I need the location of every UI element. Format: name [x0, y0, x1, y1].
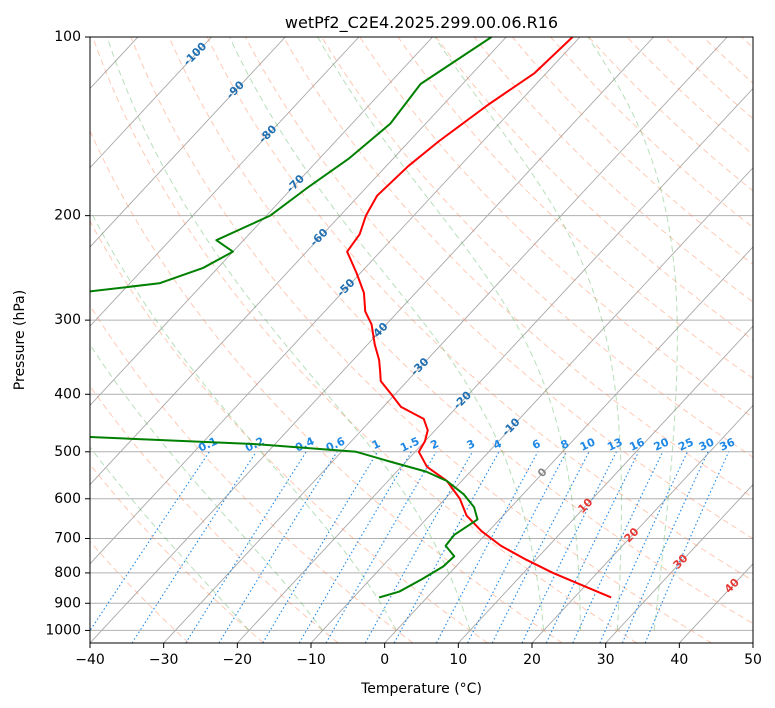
isotherm-line: [237, 87, 753, 643]
dry-adiabat-line: [168, 37, 753, 625]
moist-adiabat-line: [317, 37, 582, 631]
y-axis-label: Pressure (hPa): [12, 290, 28, 390]
dry-adiabat-line: [206, 37, 753, 582]
y-tick-label: 200: [54, 208, 81, 224]
moist-adiabat-line: [229, 37, 545, 631]
y-tick-label: 600: [54, 491, 81, 507]
x-tick-label: 20: [523, 652, 541, 668]
background-lines: [90, 37, 753, 643]
plot-area: 0.1 0.2 0.4 0.6 1 1.5 2 3 4 6 8 10 13 16 20 25 30 36-100-…: [90, 37, 753, 643]
isotherm-line: [310, 167, 753, 643]
y-tick-label: 700: [54, 531, 81, 547]
mixing-ratio-line: [393, 451, 500, 643]
isotherm-line: [163, 37, 728, 643]
x-tick-label: 30: [597, 652, 615, 668]
moist-adiabat-line: [90, 446, 250, 631]
y-tick-label: 800: [54, 565, 81, 581]
x-tick-label: −40: [75, 652, 105, 668]
isotherm-line: [531, 404, 753, 643]
moist-adiabat-line: [434, 37, 622, 631]
profiles: [90, 37, 612, 599]
mixing-ratio-label: 13: [605, 435, 624, 453]
dry-adiabat-line: [90, 129, 563, 643]
x-axis-label: Temperature (°C): [360, 681, 482, 697]
chart-title: wetPf2_C2E4.2025.299.00.06.R16: [285, 13, 558, 33]
dry-adiabat-line: [359, 37, 753, 419]
mixing-ratio-line: [491, 451, 590, 643]
isotherm-line: [458, 325, 753, 643]
moist-adiabat-line: [90, 208, 397, 631]
mixing-ratio-label: 10: [578, 435, 598, 453]
isotherm-line: [90, 37, 286, 248]
y-tick-label: 1000: [45, 622, 81, 638]
dry-adiabat-line: [92, 37, 638, 643]
mixing-ratio-line: [262, 451, 379, 643]
dry-adiabat-line: [473, 37, 753, 303]
dry-adiabat-line: [588, 37, 753, 192]
isotherm-line: [605, 483, 753, 643]
x-tick-label: −10: [296, 652, 326, 668]
mixing-ratio-label: 36: [718, 435, 738, 453]
dewpoint-profile: [90, 37, 493, 599]
mixing-ratio-label: 20: [652, 435, 672, 453]
temperature-profile: [346, 37, 612, 599]
dry-adiabat-line: [90, 385, 339, 643]
y-tick-label: 500: [54, 444, 81, 460]
mixing-ratio-line: [435, 451, 539, 643]
dry-adiabat-line: [283, 37, 753, 499]
mixing-ratio-line: [185, 451, 307, 643]
moist-adiabat-line: [587, 37, 678, 631]
x-tick-label: −30: [149, 652, 179, 668]
dry-adiabat-line: [130, 37, 712, 643]
mixing-ratio-line: [90, 451, 210, 632]
mixing-ratio-label: 16: [627, 435, 647, 453]
moist-adiabat-line: [90, 343, 324, 631]
y-tick-label: 400: [54, 386, 81, 402]
moist-adiabat-line: [106, 37, 471, 631]
dry-adiabat-line: [550, 37, 753, 229]
dry-adiabat-line: [626, 37, 753, 156]
plot-frame: [89, 36, 754, 644]
y-tick-label: 900: [54, 595, 81, 611]
mixing-ratio-label: 25: [676, 435, 695, 453]
dry-adiabat-line: [244, 37, 753, 540]
isotherm-line: [90, 37, 581, 565]
isotherm-line: [384, 246, 753, 643]
isotherm-line: [90, 37, 654, 643]
dry-adiabat-line: [321, 37, 753, 458]
isotherm-line: [90, 37, 212, 169]
isotherm-line: [90, 37, 507, 486]
mixing-ratio-line: [364, 451, 473, 643]
x-tick-label: 40: [670, 652, 688, 668]
mixing-ratio-line: [131, 451, 257, 643]
y-tick-label: 100: [54, 29, 81, 45]
dry-adiabat-line: [435, 37, 753, 341]
mixing-ratio-line: [621, 451, 709, 643]
mixing-ratio-line: [521, 451, 617, 643]
mixing-ratio-line: [644, 451, 730, 643]
isotherm-line: [90, 37, 433, 407]
x-tick-label: 10: [449, 652, 467, 668]
x-tick-label: 0: [380, 652, 389, 668]
x-tick-label: −20: [223, 652, 253, 668]
axes: −40 −30 −20 −10 0 10 20 30 40 50 100 200 300 400 500 60…: [45, 29, 762, 668]
isotherm-line: [90, 37, 360, 327]
y-tick-label: 300: [54, 312, 81, 328]
mixing-ratio-label: 30: [697, 435, 717, 453]
dry-adiabat-line: [397, 37, 753, 379]
x-tick-label: 50: [744, 652, 762, 668]
